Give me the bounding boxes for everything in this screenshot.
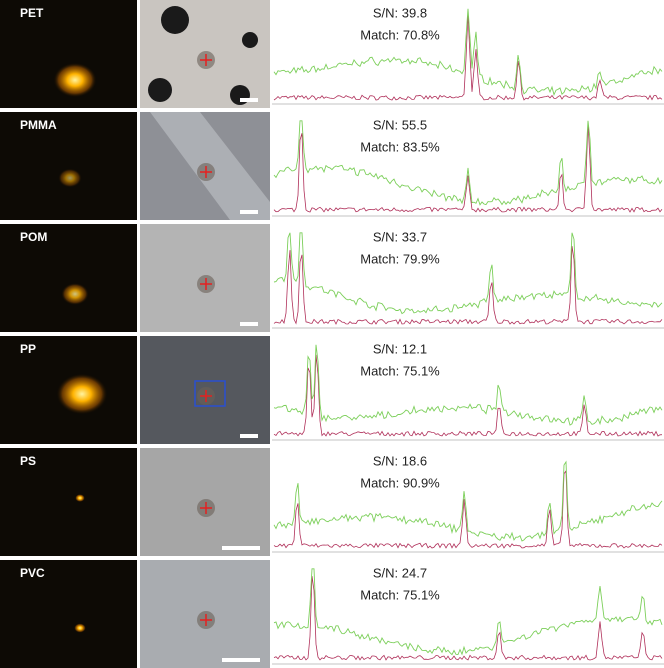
target-cross [200,166,212,178]
measured-spectrum [273,568,663,656]
panel-row: PVC S/N: 24.7 Match: 75.1% [0,560,664,668]
selection-box [194,380,226,407]
spectrum-panel [272,112,664,220]
target-cross [200,390,212,402]
match-score: Match: 83.5% [360,139,440,154]
target-cross [200,54,212,66]
scale-bar [222,658,260,662]
reference-spectrum [273,576,663,661]
fluorescence-image [0,560,137,668]
polymer-label: PS [20,454,36,468]
polymer-label: PP [20,342,36,356]
target-cross [200,614,212,626]
dark-particle [148,78,172,102]
reference-spectrum [273,123,663,213]
dark-particle [161,6,189,34]
polymer-label: PVC [20,566,45,580]
signal-to-noise: S/N: 39.8 [373,5,427,20]
panel-row: POM S/N: 33.7 Match: 79.9% [0,224,664,332]
signal-to-noise: S/N: 55.5 [373,117,427,132]
spectrum-panel [272,336,664,444]
polymer-label: PMMA [20,118,57,132]
signal-to-noise: S/N: 12.1 [373,341,427,356]
fluorescent-particle [75,494,85,502]
target-cross [200,502,212,514]
panel-row: PET S/N: 39.8 Match: 70.8% [0,0,664,108]
signal-to-noise: S/N: 33.7 [373,229,427,244]
fluorescent-particle [61,282,89,306]
measured-spectrum [273,460,663,542]
fluorescence-image [0,448,137,556]
panel-row: PMMA S/N: 55.5 Match: 83.5% [0,112,664,220]
spectrum-panel [272,224,664,332]
reference-spectrum [273,354,663,437]
fluorescence-image [0,224,137,332]
measured-spectrum [273,344,663,426]
fluorescent-particle [56,373,108,415]
signal-to-noise: S/N: 24.7 [373,565,427,580]
polymer-label: POM [20,230,47,244]
scale-bar [240,434,258,438]
reference-spectrum [273,469,663,549]
panel-row: PS S/N: 18.6 Match: 90.9% [0,448,664,556]
signal-to-noise: S/N: 18.6 [373,453,427,468]
fluorescence-image [0,112,137,220]
polymer-label: PET [20,6,44,20]
fluorescent-particle [58,168,82,188]
panel-row: PP S/N: 12.1 Match: 75.1% [0,336,664,444]
measured-spectrum [273,120,663,206]
scale-bar [222,546,260,550]
measured-spectrum [273,232,663,315]
match-score: Match: 75.1% [360,363,440,378]
match-score: Match: 70.8% [360,27,440,42]
match-score: Match: 75.1% [360,587,440,602]
match-score: Match: 79.9% [360,251,440,266]
fluorescent-particle [53,62,97,98]
target-cross [200,278,212,290]
scale-bar [240,322,258,326]
scale-bar [240,98,258,102]
reference-spectrum [273,245,663,325]
dark-particle [242,32,258,48]
scale-bar [240,210,258,214]
spectrum-panel [272,560,664,668]
measured-spectrum [273,8,663,97]
match-score: Match: 90.9% [360,475,440,490]
fluorescent-particle [74,623,86,633]
